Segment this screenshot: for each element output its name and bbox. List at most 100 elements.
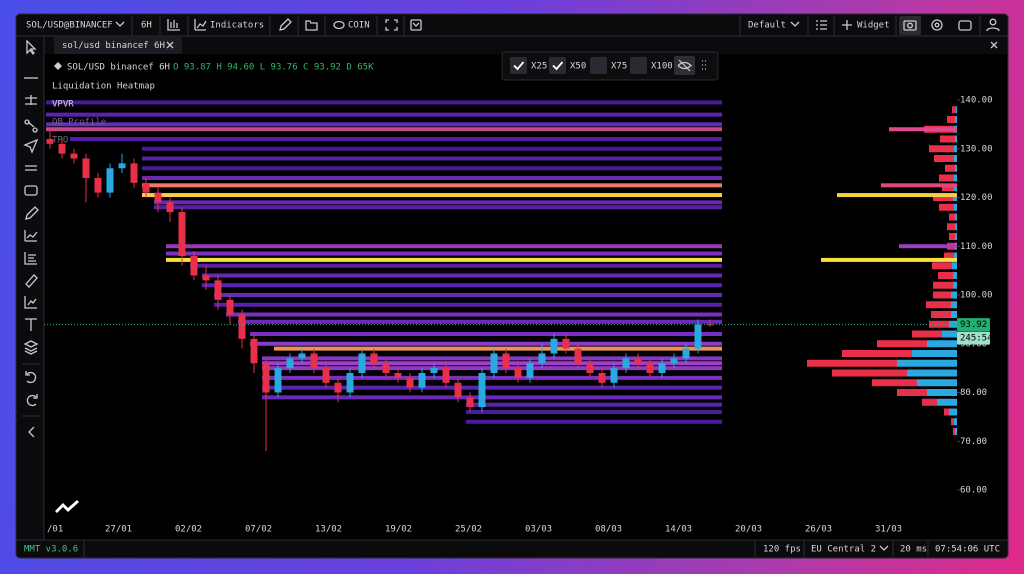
list-icon[interactable]	[816, 20, 827, 30]
heatmap-band	[466, 419, 722, 424]
checkbox[interactable]	[549, 57, 566, 74]
candle-body	[298, 353, 306, 359]
layer-label[interactable]: OB Profile	[52, 118, 106, 128]
coin-button[interactable]: COIN	[348, 21, 370, 31]
profile-sell	[807, 359, 897, 367]
text-tool[interactable]	[25, 318, 37, 331]
candle-body	[142, 182, 150, 193]
measure-tool[interactable]	[24, 296, 37, 309]
redo-tool[interactable]	[26, 394, 38, 407]
profile-sell	[940, 135, 955, 143]
chart-tool[interactable]	[24, 230, 38, 242]
tab-close[interactable]	[166, 41, 174, 49]
draw-icon[interactable]	[279, 18, 292, 31]
countdown-label: 245:54	[960, 334, 993, 344]
profile-buy	[952, 262, 957, 270]
profile-buy	[953, 194, 957, 201]
profile-buy	[955, 213, 957, 221]
layer-label[interactable]: VPVR	[52, 100, 74, 110]
exchange-icon	[54, 62, 62, 70]
profile-sell	[933, 194, 953, 201]
chart-type-icon[interactable]	[167, 19, 180, 31]
candle-body	[262, 363, 270, 393]
candle-body	[502, 353, 510, 369]
close-button[interactable]	[990, 41, 998, 49]
widget-button[interactable]: Widget	[857, 21, 890, 31]
x-tick-label: 03/03	[525, 525, 552, 535]
save-icon[interactable]	[410, 19, 422, 31]
tab[interactable]	[54, 37, 182, 54]
checkbox[interactable]	[630, 57, 647, 74]
candle-body	[610, 368, 618, 383]
heatmap-band	[226, 312, 722, 317]
profile-sell	[832, 369, 907, 377]
camera-icon[interactable]	[903, 20, 917, 31]
layers-tool[interactable]	[23, 340, 39, 355]
checkmark	[513, 61, 525, 71]
profile-sell	[953, 428, 955, 435]
profile-buy	[949, 408, 957, 416]
candle-body	[406, 377, 414, 388]
profile-buy	[937, 398, 957, 406]
layout-button[interactable]: Default	[748, 21, 786, 31]
candle-body	[418, 373, 426, 388]
x-tick-label: 13/02	[315, 525, 342, 535]
layer-label[interactable]: TPO	[52, 136, 68, 146]
overlay-options: X25 X50 X75 X100	[510, 56, 706, 75]
liquidation-level	[837, 193, 957, 198]
tab-title: sol/usd binancef 6H	[62, 41, 165, 51]
x-tick-label: /01	[47, 525, 63, 535]
cross-tool[interactable]	[25, 95, 37, 105]
heatmap-band	[262, 395, 722, 400]
clock: 07:54:06 UTC	[935, 545, 1000, 555]
bot-icon[interactable]	[958, 20, 972, 31]
checkbox[interactable]	[510, 57, 527, 74]
y-tick-label: 80.00	[960, 388, 987, 398]
heatmap-band	[70, 137, 722, 141]
candle-body	[106, 168, 114, 193]
profile-buy	[927, 340, 957, 348]
region-button[interactable]: EU Central 2	[811, 545, 876, 555]
checkbox[interactable]	[590, 57, 607, 74]
rect-tool[interactable]	[24, 185, 38, 196]
heatmap-band	[262, 375, 722, 380]
coin-icon	[333, 20, 345, 30]
profile-sell	[932, 262, 952, 270]
profile-buy	[951, 311, 957, 318]
profile-sell	[912, 330, 942, 338]
liquidation-level	[889, 127, 957, 132]
user-icon[interactable]	[989, 18, 997, 26]
heatmap-band	[166, 257, 722, 262]
profile-buy	[954, 174, 957, 182]
brush-tool[interactable]	[25, 206, 39, 220]
indicators-button[interactable]: Indicators	[210, 21, 264, 31]
collapse-tool[interactable]	[28, 426, 35, 438]
candle-body	[586, 363, 594, 373]
folder-icon[interactable]	[305, 20, 318, 31]
profile-buy	[955, 135, 957, 143]
fullscreen-icon[interactable]	[385, 19, 398, 31]
candle-body	[82, 158, 90, 178]
settings-icon[interactable]	[931, 19, 943, 31]
candle-body	[694, 324, 702, 349]
candle-body	[202, 275, 210, 281]
heatmap-band	[142, 156, 722, 161]
drawing-tools	[22, 39, 40, 438]
profile-sell	[922, 398, 937, 406]
heatmap-band	[46, 100, 722, 105]
undo-tool[interactable]	[25, 371, 37, 384]
interval-button[interactable]: 6H	[141, 21, 152, 31]
liquidation-level	[899, 244, 957, 249]
cursor-tool[interactable]	[26, 39, 37, 55]
symbol-button[interactable]: SOL/USD@BINANCEF	[26, 21, 113, 31]
path-tool[interactable]	[24, 119, 38, 133]
parallel-tool[interactable]	[25, 165, 37, 171]
profile-sell	[931, 311, 951, 318]
fib-tool[interactable]	[24, 252, 37, 265]
ruler-tool[interactable]	[25, 274, 38, 288]
profile-sell	[926, 301, 951, 309]
candle-body	[94, 178, 102, 193]
layer-label[interactable]: Liquidation Heatmap	[52, 82, 155, 92]
checkmark	[552, 61, 564, 71]
arrow-tool[interactable]	[23, 138, 39, 154]
